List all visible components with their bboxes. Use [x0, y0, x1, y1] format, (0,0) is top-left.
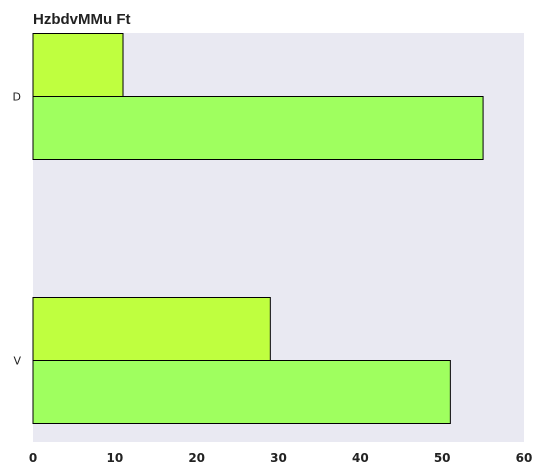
x-tick-label-20: 20	[188, 451, 205, 465]
chart-title: HzbdvMMu Ft	[33, 11, 130, 28]
category-label-v: V	[13, 355, 21, 368]
x-tick-label-10: 10	[106, 451, 123, 465]
x-tick-label-30: 30	[270, 451, 287, 465]
x-tick-label-50: 50	[434, 451, 451, 465]
bar-v-series-2	[32, 360, 451, 424]
x-tick-label-0: 0	[29, 451, 37, 465]
category-label-d: D	[13, 91, 21, 104]
x-tick-label-40: 40	[352, 451, 369, 465]
bar-d-series-1	[32, 33, 124, 97]
bar-d-series-2	[32, 96, 484, 160]
x-tick-label-60: 60	[516, 451, 533, 465]
bar-v-series-1	[32, 297, 271, 361]
